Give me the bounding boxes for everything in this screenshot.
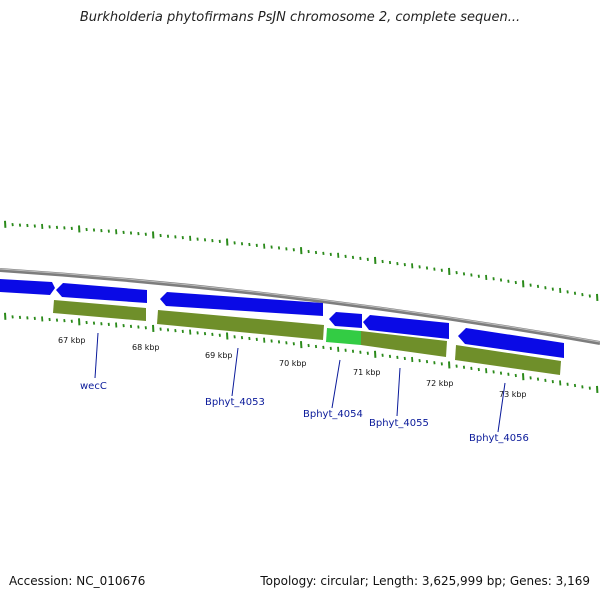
tick-label: 67 kbp — [58, 336, 86, 345]
tick-label: 71 kbp — [353, 368, 381, 377]
gene-arrow[interactable] — [458, 328, 564, 358]
gene-label-bphyt-4053[interactable]: Bphyt_4053 — [205, 397, 265, 408]
cds-block[interactable] — [361, 331, 447, 357]
chromosome-backbone — [0, 268, 600, 345]
gene-arrow[interactable] — [363, 315, 449, 339]
gene-arrow[interactable] — [56, 283, 147, 303]
tick-label: 69 kbp — [205, 351, 233, 360]
tick-label: 68 kbp — [132, 343, 160, 352]
gene-label-bphyt-4056[interactable]: Bphyt_4056 — [469, 433, 529, 444]
gene-arrow[interactable] — [160, 292, 323, 316]
cds-track — [53, 300, 561, 375]
cds-block[interactable] — [455, 345, 561, 375]
gene-arrow[interactable] — [0, 279, 55, 295]
gene-label-wecc[interactable]: wecC — [80, 381, 107, 392]
cds-block[interactable] — [53, 300, 146, 321]
gene-arrow[interactable] — [329, 312, 362, 328]
tick-label: 72 kbp — [426, 379, 454, 388]
tick-label: 70 kbp — [279, 359, 307, 368]
gene-leader-line — [231, 347, 239, 397]
gene-leader-line — [94, 332, 99, 379]
gene-track — [0, 279, 564, 358]
gene-label-bphyt-4054[interactable]: Bphyt_4054 — [303, 409, 363, 420]
cds-block[interactable] — [157, 310, 324, 340]
sequence-summary: Topology: circular; Length: 3,625,999 bp… — [260, 574, 590, 588]
tick-label: 73 kbp — [499, 390, 527, 399]
gene-leader-line — [497, 382, 506, 433]
cds-block-highlighted[interactable] — [326, 328, 361, 345]
gene-leader-line — [396, 367, 401, 417]
inner-tick-ring — [4, 312, 599, 394]
accession-text: Accession: NC_010676 — [9, 574, 146, 588]
map-title: Burkholderia phytofirmans PsJN chromosom… — [79, 10, 521, 25]
gene-label-bphyt-4055[interactable]: Bphyt_4055 — [369, 418, 429, 429]
chromosome-backbone-highlight — [0, 268, 600, 343]
gene-leader-line — [331, 359, 341, 409]
outer-tick-ring — [4, 220, 599, 301]
